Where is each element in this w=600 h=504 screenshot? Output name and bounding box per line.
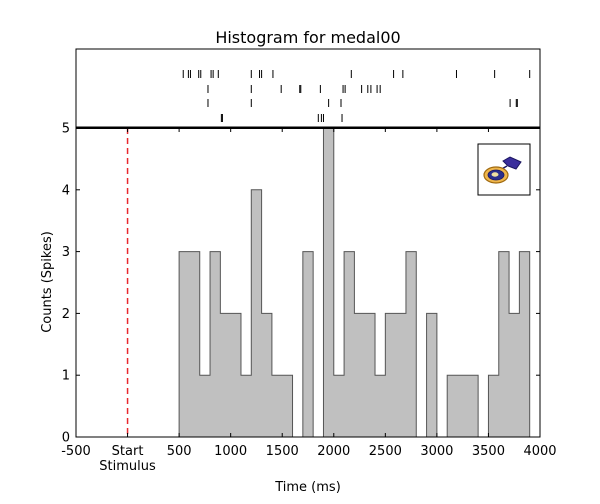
histogram-bin: [251, 190, 261, 437]
x-tick-label: 2000: [317, 444, 350, 459]
y-tick-label: 0: [62, 431, 70, 446]
y-tick-label: 1: [62, 369, 70, 384]
x-tick-label: 500: [167, 444, 192, 459]
x-tick-label: Start: [112, 444, 144, 459]
x-tick-label: 3000: [420, 444, 453, 459]
histogram-bin: [509, 313, 519, 437]
histogram-bin: [375, 375, 385, 437]
histogram-bin: [344, 252, 354, 437]
chart-title: Histogram for medal00: [215, 28, 400, 47]
x-tick-label: -500: [61, 444, 91, 459]
histogram-panel: -500 Start 500 1000 1500 2000 2500 3000 3500 4000…: [61, 122, 556, 475]
histogram-bin: [189, 252, 199, 437]
histogram-bin: [468, 375, 478, 437]
histogram-bin: [272, 375, 282, 437]
histogram-bin: [499, 252, 509, 437]
histogram-bin: [458, 375, 468, 437]
histogram-bin: [354, 313, 364, 437]
x-tick-label: 1500: [266, 444, 299, 459]
x-tick-label: 1000: [214, 444, 247, 459]
y-tick-label: 5: [62, 122, 70, 137]
histogram-bin: [241, 375, 251, 437]
histogram-bin: [282, 375, 292, 437]
medal-icon: [477, 143, 531, 196]
spike-raster-panel: [75, 48, 541, 128]
histogram-bin: [231, 313, 241, 437]
x-tick-sublabel: Stimulus: [99, 459, 156, 474]
histogram-bin: [334, 375, 344, 437]
histogram-bin: [303, 252, 313, 437]
histogram-bin: [447, 375, 457, 437]
x-tick-label: 2500: [369, 444, 402, 459]
histogram-bin: [488, 375, 498, 437]
x-axis-label: Time (ms): [274, 480, 341, 495]
raster-frame: [75, 48, 541, 128]
histogram-bin: [323, 128, 333, 437]
histogram-bin: [365, 313, 375, 437]
histogram-bin: [200, 375, 210, 437]
histogram-bin: [396, 313, 406, 437]
y-tick-label: 3: [62, 245, 70, 260]
histogram-bin: [262, 313, 272, 437]
y-axis-label: Counts (Spikes): [40, 231, 55, 333]
x-tick-label: 4000: [523, 444, 556, 459]
histogram-bin: [179, 252, 189, 437]
y-tick-label: 4: [62, 183, 70, 198]
histogram-bin: [210, 252, 220, 437]
histogram-bin: [519, 252, 529, 437]
histogram-bin: [427, 313, 437, 437]
x-tick-label: 3500: [472, 444, 505, 459]
histogram-bin: [385, 313, 395, 437]
y-tick-label: 2: [62, 307, 70, 322]
histogram-bin: [406, 252, 416, 437]
histogram-bin: [220, 313, 230, 437]
